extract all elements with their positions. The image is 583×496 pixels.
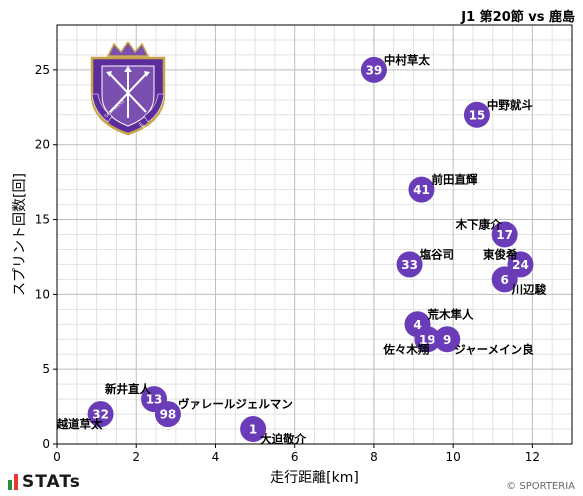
point-number: 15 [469,108,486,122]
point-marker [240,416,267,443]
x-tick-label: 4 [212,450,220,464]
point-marker [434,326,461,353]
point-name-label: 塩谷司 [420,247,455,261]
stats-bar-red [14,474,18,490]
point-marker [87,401,114,428]
point-number: 41 [413,183,430,197]
point-marker [491,266,518,293]
point-name-label: 木下康介 [455,218,502,232]
point-number: 98 [160,408,177,422]
chart-title: J1 第20節 vs 鹿島 [461,10,575,25]
point-number: 17 [496,228,513,242]
y-tick-label: 15 [35,213,50,227]
stats-logo: STATs [8,472,81,492]
x-tick-label: 6 [291,450,299,464]
point-name-label: 中野就斗 [487,98,533,112]
point-number: 6 [500,273,508,287]
point-marker [396,251,423,278]
point-name-label: 荒木隼人 [427,307,474,321]
point-number: 24 [512,258,529,272]
point-name-label: ジャーメイン良 [454,342,534,356]
data-points: 39中村草太15中野就斗41前田直輝17木下康介33塩谷司24東俊希6川辺駿4荒… [56,53,547,446]
point-name-label: 東俊希 [483,247,518,261]
y-axis-label: スプリント回数[回] [12,173,28,296]
point-name-label: 佐々木翔 [382,342,429,356]
point-name-label: 中村草太 [384,53,430,67]
x-tick-label: 10 [446,450,461,464]
y-tick-label: 25 [35,63,50,77]
point-name-label: 前田直輝 [431,173,477,187]
x-tick-label: 2 [132,450,140,464]
point-name-label: ヴァレールジェルマン [178,397,293,411]
point-marker [360,56,387,83]
point-name-label: 新井直人 [105,382,151,396]
x-tick-label: 0 [53,450,61,464]
point-number: 9 [443,333,451,347]
point-name-label: 川辺駿 [511,282,547,296]
point-number: 32 [92,408,109,422]
stats-brand-text: STATs [22,472,81,492]
point-number: 39 [366,63,383,77]
stats-bar-green [8,480,12,490]
y-tick-label: 0 [42,437,50,451]
stats-logo-bars [8,474,18,490]
plot-frame [56,24,573,445]
point-marker [414,326,441,353]
point-number: 1 [249,423,257,437]
x-axis-label: 走行距離[km] [270,469,359,486]
point-name-label: 大迫敬介 [260,432,306,446]
x-tick-label: 8 [370,450,378,464]
point-number: 13 [146,393,163,407]
y-tick-label: 20 [35,138,50,152]
club-emblem: SANFRECCE HIROSHIMA [86,40,170,141]
point-marker [154,401,181,428]
x-tick-label: 12 [525,450,540,464]
y-tick-label: 10 [35,287,50,301]
point-number: 4 [413,318,421,332]
point-marker [408,176,435,203]
point-marker [491,221,518,248]
point-marker [463,101,490,128]
y-tick-label: 5 [42,362,50,376]
point-name-label: 越道草太 [56,417,103,431]
data-point: 4 荒木隼人 [404,307,474,338]
copyright-text: © SPORTERIA [506,481,575,492]
point-number: 19 [419,333,436,347]
point-number: 33 [401,258,418,272]
